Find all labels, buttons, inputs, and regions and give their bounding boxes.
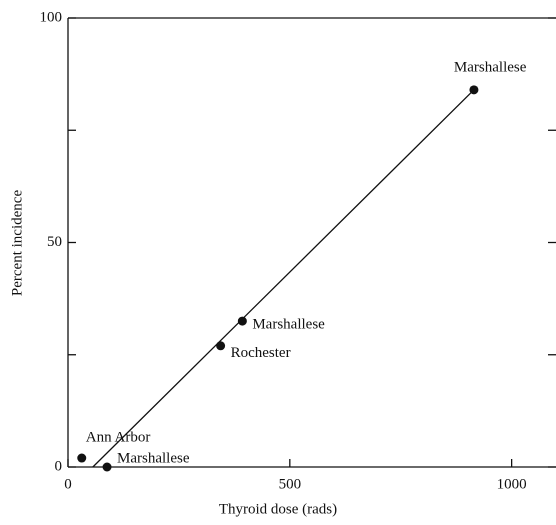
point	[216, 341, 226, 351]
point-label: Marshallese	[252, 317, 325, 333]
x-tick-label: 1000	[497, 476, 527, 492]
x-tick-label: 0	[64, 476, 72, 492]
point-label: Marshallese	[454, 59, 527, 75]
y-tick-label: 100	[40, 9, 63, 25]
point	[237, 316, 247, 326]
point-label: Rochester	[231, 345, 291, 361]
point-label: Ann Arbor	[86, 429, 151, 445]
y-axis-label: Percent incidence	[9, 190, 25, 297]
y-tick-label: 50	[47, 234, 62, 250]
x-axis-label: Thyroid dose (rads)	[219, 501, 337, 517]
point	[469, 85, 479, 95]
fit-line	[92, 89, 475, 468]
point	[77, 453, 87, 463]
x-tick-label: 500	[279, 476, 302, 492]
y-tick-label: 0	[55, 458, 63, 474]
point	[102, 462, 112, 472]
point-label: Marshallese	[117, 450, 190, 466]
